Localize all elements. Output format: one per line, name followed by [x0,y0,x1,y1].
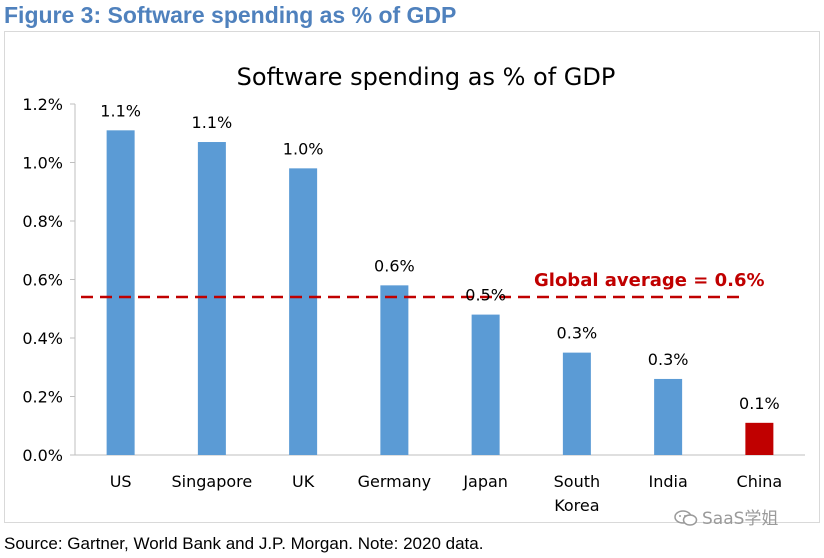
bar [562,352,591,455]
chart-frame: Software spending as % of GDP 0.0% 0.2% 0.… [4,31,820,523]
labels: 1.1% US 1.1% Singapore 1.0% UK 0.6% Germany 0.5%… [100,101,782,515]
x-tick-label: South [554,472,601,491]
data-label: 1.1% [192,113,233,132]
y-tick-label: 0.8% [22,212,63,231]
x-tick-label: Singapore [172,472,253,491]
data-label: 0.1% [739,394,780,413]
data-label: 0.3% [648,350,689,369]
bar [654,378,683,455]
bar [197,142,226,455]
y-tick-label: 1.0% [22,154,63,173]
x-tick-label: US [110,472,132,491]
data-label: 0.5% [465,286,506,305]
x-tick-label: Korea [554,496,599,515]
x-tick-label: India [648,472,687,491]
figure-title: Figure 3: Software spending as % of GDP [4,2,457,28]
x-tick-label: China [737,472,783,491]
reference-line-group: Global average = 0.6% [81,270,765,299]
bar [471,314,500,455]
bar [380,285,409,455]
bar [745,422,774,455]
global-average-label: Global average = 0.6% [534,270,765,291]
watermark-text: SaaS学姐 [702,509,779,529]
watermark: SaaS学姐 [674,508,778,530]
bar [106,130,135,455]
chart-title: Software spending as % of GDP [237,63,616,91]
y-tick-label: 0.2% [22,388,63,407]
bar [289,168,318,455]
y-tick-label: 1.2% [22,95,63,114]
axes: 0.0% 0.2% 0.4% 0.6% 0.8% 1.0% 1.2% [22,95,805,465]
y-tick-label: 0.6% [22,271,63,290]
x-tick-label: UK [292,472,315,491]
bars [106,130,774,455]
source-note: Source: Gartner, World Bank and J.P. Mor… [4,534,484,553]
bar-chart: Software spending as % of GDP 0.0%0.2%0.… [22,63,805,515]
y-tick-label: 0.4% [22,329,63,348]
x-tick-label: Germany [358,472,432,491]
wechat-icon [674,510,698,526]
x-tick-label: Japan [462,472,508,491]
data-label: 1.1% [100,101,141,120]
data-label: 0.3% [557,324,598,343]
data-label: 0.6% [374,256,415,275]
y-tick-label: 0.0% [22,446,63,465]
data-label: 1.0% [283,139,324,158]
